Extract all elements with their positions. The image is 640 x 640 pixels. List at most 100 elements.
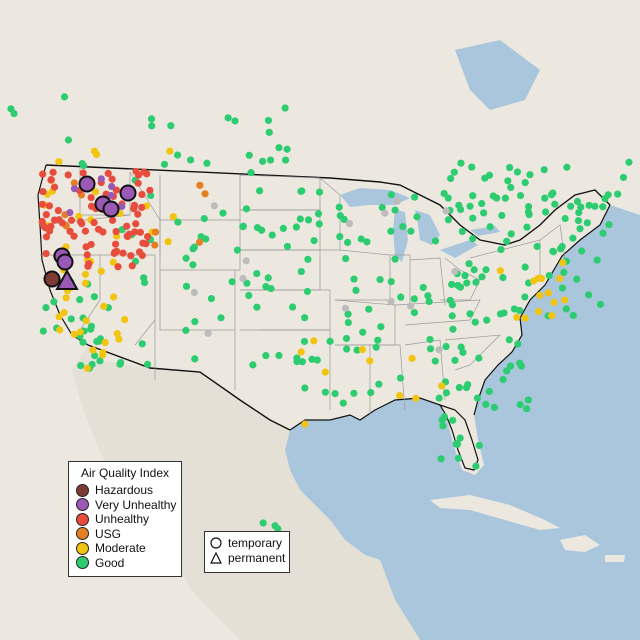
good-marker (344, 318, 352, 327)
unhealthy-marker (66, 227, 74, 235)
good-marker (265, 128, 273, 136)
good-marker (79, 161, 88, 170)
good-marker (233, 246, 241, 254)
good-marker (399, 222, 407, 231)
good-marker (387, 191, 395, 199)
unhealthy-marker (131, 228, 139, 236)
moderate-marker (100, 302, 108, 310)
good-marker (542, 208, 550, 216)
good-marker (442, 342, 450, 351)
unhealthy-marker (138, 251, 146, 260)
good-marker (336, 212, 344, 220)
good-marker (303, 287, 312, 296)
good-marker (506, 163, 514, 172)
aqi-legend-label: Unhealthy (95, 512, 150, 527)
moderate-marker (438, 382, 446, 390)
moderate-marker (62, 294, 70, 302)
good-marker (148, 122, 156, 130)
usg-swatch (76, 527, 89, 541)
good-marker (266, 156, 275, 164)
moderate-marker (83, 364, 92, 372)
good-marker (96, 357, 104, 365)
no-data-marker (381, 209, 389, 217)
good-marker (292, 223, 301, 231)
temporary-monitor-marker (56, 253, 74, 271)
good-marker (426, 335, 434, 344)
good-marker (182, 254, 190, 262)
good-marker (516, 400, 524, 409)
good-marker (472, 462, 480, 470)
good-marker (91, 352, 99, 360)
good-marker (468, 163, 476, 171)
moderate-marker (496, 267, 505, 275)
aqi-legend-item-hazardous: Hazardous (69, 483, 181, 498)
moderate-marker (89, 346, 97, 354)
good-marker (378, 203, 386, 212)
unhealthy-marker (130, 201, 139, 209)
moderate-marker (55, 313, 63, 321)
good-marker (283, 145, 291, 153)
moderate-marker (76, 328, 84, 336)
unhealthy-marker (87, 240, 95, 249)
good-marker (516, 359, 524, 367)
good-marker (599, 229, 607, 237)
no-data-marker (190, 288, 198, 297)
good-marker (275, 144, 283, 152)
lake-huron (415, 210, 440, 245)
good-marker (458, 227, 466, 236)
very-unhealthy-marker (108, 182, 116, 191)
unhealthy-marker (76, 218, 85, 226)
unhealthy-marker (39, 170, 47, 178)
good-marker (497, 245, 505, 254)
good-marker (315, 220, 323, 228)
no-data-marker (204, 329, 212, 337)
aqi-legend: Air Quality Index Hazardous Very Unhealt… (68, 461, 182, 577)
unhealthy-marker (90, 218, 98, 227)
good-marker (506, 362, 515, 370)
good-marker (413, 213, 421, 221)
good-marker (503, 237, 511, 245)
good-marker (282, 156, 290, 164)
good-marker (342, 254, 350, 263)
good-marker (298, 358, 306, 366)
good-marker (498, 211, 506, 220)
usg-marker (151, 228, 160, 236)
good-marker (143, 360, 152, 368)
very-unhealthy-swatch (76, 498, 89, 512)
unhealthy-marker (50, 216, 59, 224)
good-marker (367, 389, 375, 397)
moderate-marker (536, 291, 544, 299)
no-data-marker (387, 297, 395, 305)
aqi-legend-label: Good (95, 555, 125, 570)
good-marker (490, 403, 498, 412)
aqi-legend-item-usg: USG (69, 527, 181, 542)
good-marker (275, 351, 283, 360)
good-marker (551, 200, 559, 208)
unhealthy-marker (132, 220, 140, 228)
good-marker (174, 151, 182, 159)
good-marker (300, 337, 309, 346)
good-marker (267, 284, 275, 293)
good-marker (262, 351, 270, 360)
good-marker (304, 216, 313, 224)
good-marker (583, 219, 591, 227)
good-marker (182, 326, 190, 335)
good-marker (574, 216, 583, 225)
good-marker (431, 237, 440, 245)
good-marker (315, 188, 324, 196)
very-unhealthy-marker (70, 185, 79, 193)
good-marker (454, 454, 463, 462)
unhealthy-marker (111, 248, 119, 256)
moderate-marker (366, 357, 374, 365)
unhealthy-marker (38, 200, 46, 208)
good-marker (486, 223, 494, 231)
good-marker (604, 191, 612, 199)
unhealthy-marker (119, 249, 127, 257)
good-marker (249, 361, 257, 369)
good-marker (182, 282, 191, 290)
unhealthy-marker (134, 179, 142, 187)
good-marker (440, 189, 448, 198)
good-marker (410, 295, 418, 303)
unhealthy-marker (54, 206, 62, 215)
good-marker (569, 311, 577, 320)
